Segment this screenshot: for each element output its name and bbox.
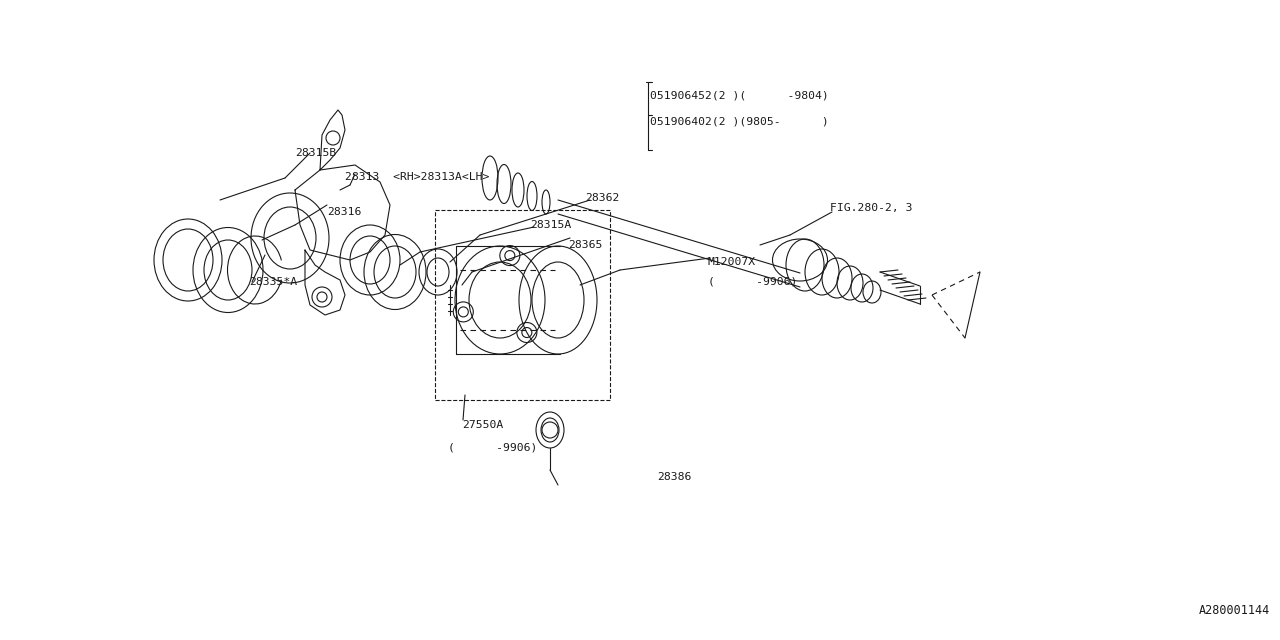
Text: 28315A: 28315A bbox=[530, 220, 571, 230]
Text: 051906452(2 )(      -9804): 051906452(2 )( -9804) bbox=[650, 90, 828, 100]
Text: (      -9906): ( -9906) bbox=[708, 277, 797, 287]
Text: M12007X: M12007X bbox=[708, 257, 756, 267]
Text: 27550A: 27550A bbox=[462, 420, 503, 430]
Text: 28362: 28362 bbox=[585, 193, 620, 203]
Text: 28386: 28386 bbox=[657, 472, 691, 482]
Text: (      -9906): ( -9906) bbox=[448, 443, 538, 453]
Text: 051906402(2 )(9805-      ): 051906402(2 )(9805- ) bbox=[650, 117, 828, 127]
Text: 28335*A: 28335*A bbox=[250, 277, 297, 287]
Text: 28315B: 28315B bbox=[294, 148, 337, 158]
Text: A280001144: A280001144 bbox=[1199, 604, 1270, 616]
Text: 28365: 28365 bbox=[568, 240, 603, 250]
Text: 28313  <RH>28313A<LH>: 28313 <RH>28313A<LH> bbox=[346, 172, 489, 182]
Text: FIG.280-2, 3: FIG.280-2, 3 bbox=[829, 203, 913, 213]
Text: 28316: 28316 bbox=[326, 207, 361, 217]
